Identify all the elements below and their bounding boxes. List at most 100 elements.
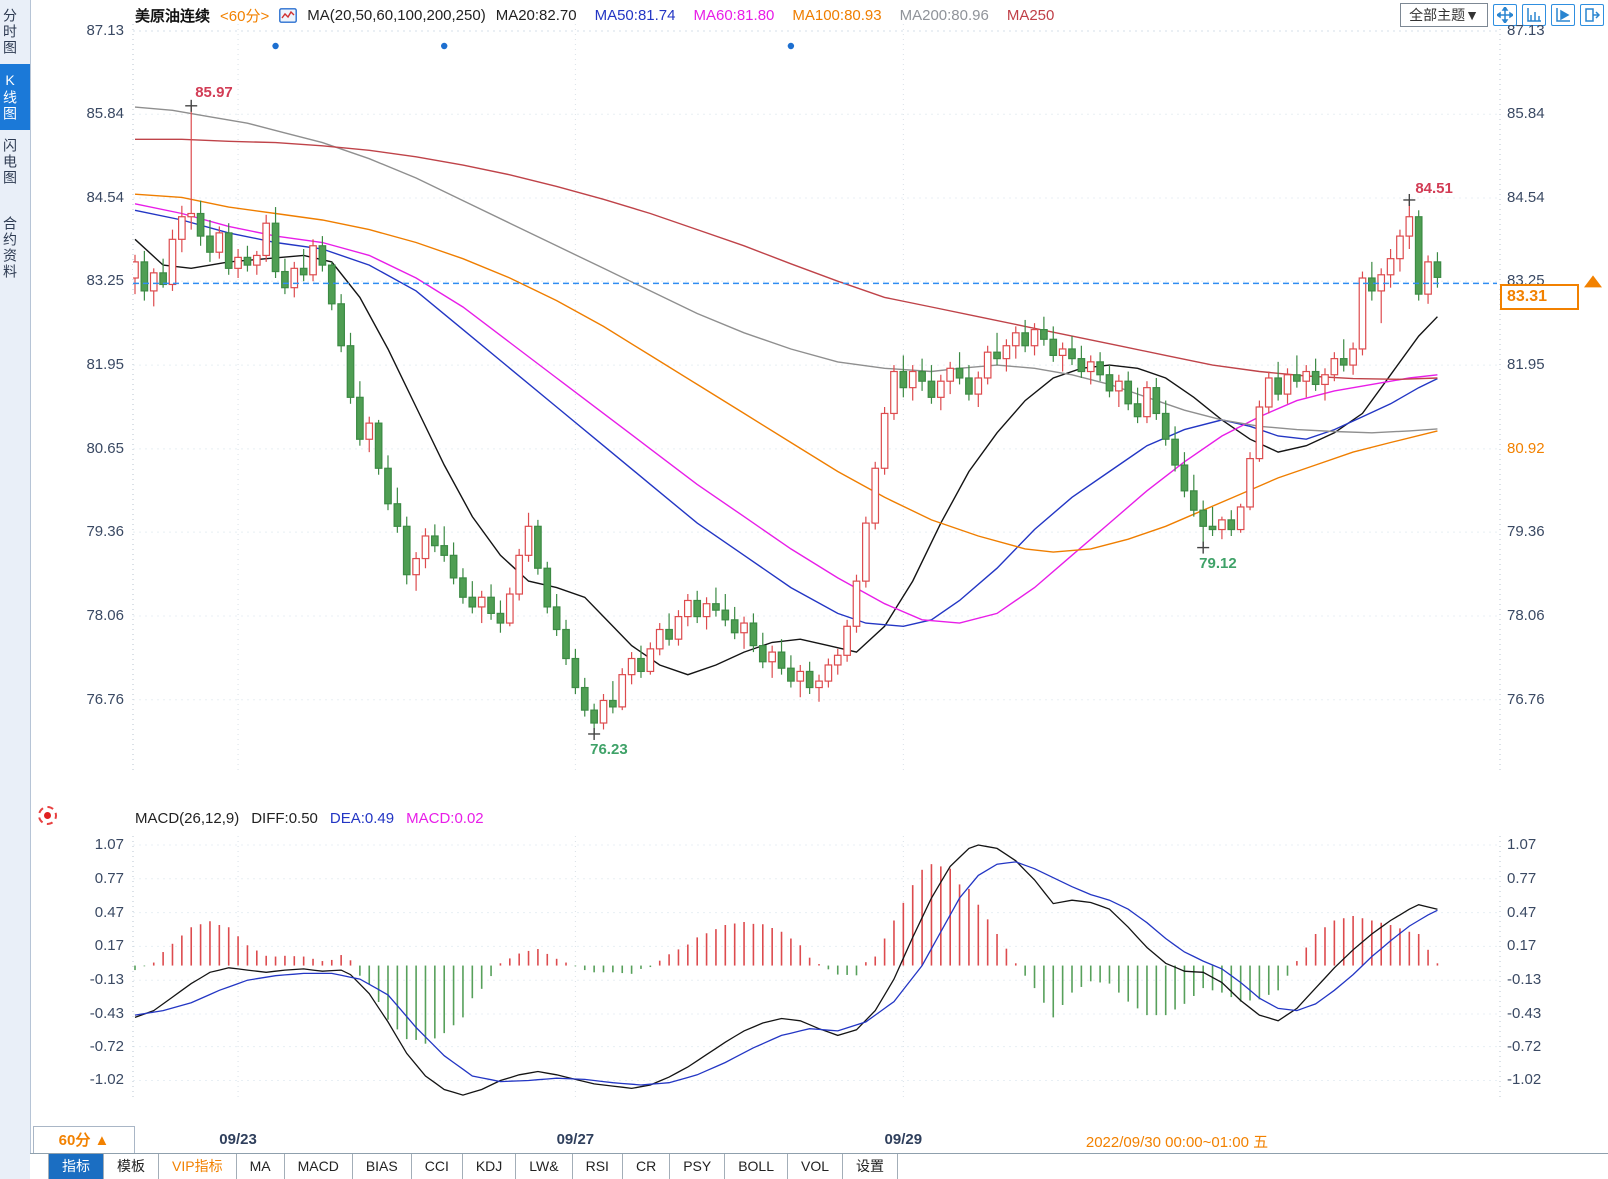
sidebar-item-1[interactable]: 分时图 xyxy=(2,8,18,56)
candle-body xyxy=(1293,374,1301,382)
candle-body xyxy=(1349,348,1357,366)
candle-body xyxy=(318,245,327,266)
toolbar-tab-MACD[interactable]: MACD xyxy=(285,1154,353,1179)
candle-body xyxy=(281,270,289,289)
candle-body xyxy=(133,261,139,279)
sidebar-item-2[interactable]: K线图 xyxy=(0,64,30,130)
toolbar-tab-CCI[interactable]: CCI xyxy=(412,1154,463,1179)
axis-scale-icon[interactable] xyxy=(1522,4,1546,26)
price-axis-label-right: 85.84 xyxy=(1507,105,1545,123)
candle-body xyxy=(1264,377,1273,408)
candle-body xyxy=(402,525,411,576)
indicator-chart-icon xyxy=(279,7,298,23)
candle-body xyxy=(1114,380,1123,392)
toolbar-tab-模板[interactable]: 模板 xyxy=(104,1154,159,1179)
candle-body xyxy=(1011,332,1020,347)
macd-axis-label-right: 1.07 xyxy=(1507,836,1537,853)
ma-values: MA20:82.70 MA50:81.74 MA60:81.80 MA100:80.9… xyxy=(496,7,1059,24)
x-axis-date-label: 09/23 xyxy=(219,1131,257,1148)
candle-body xyxy=(768,651,777,663)
toolbar-tab-CR[interactable]: CR xyxy=(623,1154,671,1179)
toolbar-tab-VOL[interactable]: VOL xyxy=(788,1154,844,1179)
axis-play-icon[interactable] xyxy=(1551,4,1575,26)
macd-header: MACD(26,12,9) DIFF:0.50 DEA:0.49 MACD:0.… xyxy=(135,810,484,827)
candle-body xyxy=(374,422,383,469)
candle-body xyxy=(1358,277,1367,350)
macd-macd-value: MACD:0.02 xyxy=(406,810,484,827)
candle-body xyxy=(252,254,261,266)
candle-body xyxy=(965,377,973,395)
toolbar-tab-MA[interactable]: MA xyxy=(237,1154,285,1179)
theme-dropdown[interactable]: 全部主题▼ xyxy=(1400,3,1488,27)
session-marker-dot xyxy=(272,42,279,50)
price-up-arrow-icon xyxy=(1584,275,1602,288)
candle-body xyxy=(683,599,692,618)
candle-body xyxy=(449,554,458,579)
candle-body xyxy=(1161,412,1170,440)
toolbar-tab-BIAS[interactable]: BIAS xyxy=(353,1154,412,1179)
toolbar-tab-设置[interactable]: 设置 xyxy=(843,1154,899,1179)
candle-body xyxy=(1433,261,1442,278)
candle-body xyxy=(215,232,224,253)
ma-legend-value: MA50:81.74 xyxy=(594,6,676,24)
candle-body xyxy=(1143,387,1151,418)
toolbar-tab-PSY[interactable]: PSY xyxy=(670,1154,726,1179)
candle-body xyxy=(890,370,898,415)
toolbar-tab-BOLL[interactable]: BOLL xyxy=(725,1154,789,1179)
macd-axis-label-left: -0.43 xyxy=(89,1005,124,1022)
candle-body xyxy=(459,577,467,598)
toolbar-tab-VIP指标[interactable]: VIP指标 xyxy=(159,1154,237,1179)
ma-legend-value: MA250 xyxy=(1006,6,1055,24)
candle-body xyxy=(1124,380,1133,405)
candle-body xyxy=(487,596,495,614)
candle-body xyxy=(796,670,805,682)
ma-line-ma60 xyxy=(134,203,1438,624)
candle-body xyxy=(674,616,683,640)
candle-body xyxy=(1030,329,1039,347)
candle-body xyxy=(421,535,430,560)
candle-body xyxy=(571,657,580,689)
candle-body xyxy=(393,503,402,527)
candle-body xyxy=(618,674,627,708)
toolbar-tab-RSI[interactable]: RSI xyxy=(573,1154,623,1179)
candle-body xyxy=(552,606,561,631)
price-axis-label-left: 78.06 xyxy=(86,606,124,624)
candle-body xyxy=(627,657,636,676)
candle-body xyxy=(1330,358,1339,376)
candle-body xyxy=(1236,506,1245,531)
period-selector[interactable]: 60分 ▲ xyxy=(33,1126,135,1155)
price-axis-label-left: 87.13 xyxy=(86,22,124,39)
candle-body xyxy=(590,709,598,724)
macd-diff-value: DIFF:0.50 xyxy=(251,810,318,827)
candle-body xyxy=(665,628,673,640)
macd-axis-label-left: 0.77 xyxy=(94,869,124,887)
sidebar-item-4[interactable]: 合约资料 xyxy=(2,216,18,280)
toolbar-tab-KDJ[interactable]: KDJ xyxy=(463,1154,517,1179)
candle-body xyxy=(562,628,570,660)
toolbar-tab-LW&[interactable]: LW& xyxy=(516,1154,573,1179)
candle-body xyxy=(721,609,730,621)
candle-body xyxy=(1246,457,1254,508)
candle-body xyxy=(1171,438,1179,466)
x-axis-date-label: 09/27 xyxy=(556,1131,595,1148)
price-axis-label-left: 85.84 xyxy=(86,105,124,123)
candle-body xyxy=(234,256,242,269)
candle-body xyxy=(412,557,420,576)
move-icon[interactable] xyxy=(1493,4,1517,26)
indicator-sun-icon[interactable] xyxy=(38,806,57,825)
candle-body xyxy=(749,622,758,647)
candle-body xyxy=(1227,519,1236,531)
macd-axis-label-left: 0.47 xyxy=(94,903,124,921)
candle-body xyxy=(468,596,477,608)
sidebar-item-3[interactable]: 闪电图 xyxy=(2,138,18,186)
candle-body xyxy=(1021,332,1030,347)
current-price-flag: 83.31 xyxy=(1500,284,1579,310)
candle-body xyxy=(1199,509,1208,527)
pop-out-icon[interactable] xyxy=(1580,4,1604,26)
ma-lines-group xyxy=(134,106,1438,676)
toolbar-tab-指标[interactable]: 指标 xyxy=(48,1154,104,1179)
ma-line-ma250 xyxy=(135,138,1438,381)
macd-axis-label-left: -0.13 xyxy=(89,971,124,989)
macd-axis-label-left: 0.17 xyxy=(94,937,124,955)
